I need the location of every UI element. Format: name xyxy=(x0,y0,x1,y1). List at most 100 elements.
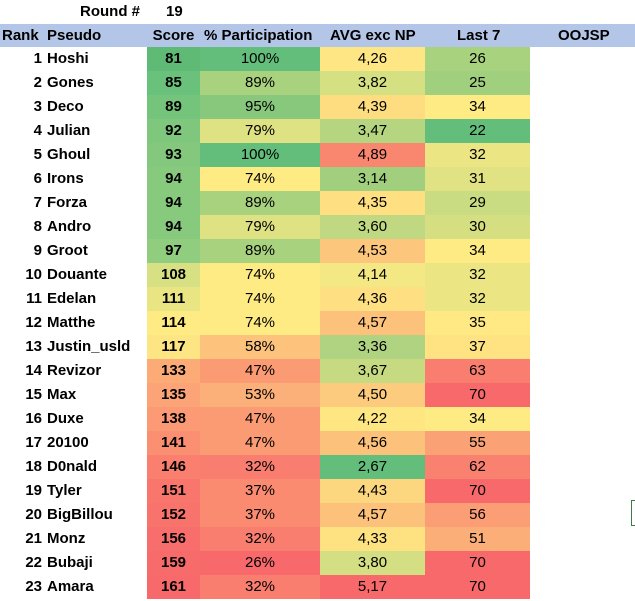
pseudo-cell[interactable]: Hoshi xyxy=(47,50,89,67)
participation-cell[interactable]: 100% xyxy=(200,47,320,71)
oojsp-cell[interactable] xyxy=(530,71,635,95)
avg-cell[interactable]: 4,22 xyxy=(320,407,425,431)
rank-cell[interactable]: 11 xyxy=(26,290,42,307)
pseudo-cell[interactable]: Justin_usld xyxy=(47,338,131,355)
last7-cell[interactable]: 29 xyxy=(425,191,530,215)
avg-cell[interactable]: 3,14 xyxy=(320,167,425,191)
rank-cell[interactable]: 23 xyxy=(25,578,42,595)
score-cell[interactable]: 114 xyxy=(147,311,200,335)
last7-cell[interactable]: 55 xyxy=(425,431,530,455)
avg-cell[interactable]: 4,14 xyxy=(320,263,425,287)
rank-cell[interactable]: 21 xyxy=(25,530,42,547)
pseudo-cell[interactable]: Julian xyxy=(47,122,91,139)
avg-cell[interactable]: 5,17 xyxy=(320,575,425,599)
avg-cell[interactable]: 2,67 xyxy=(320,455,425,479)
score-cell[interactable]: 159 xyxy=(147,551,200,575)
last7-cell[interactable]: 22 xyxy=(425,119,530,143)
participation-cell[interactable]: 74% xyxy=(200,287,320,311)
rank-cell[interactable]: 3 xyxy=(33,98,42,115)
last7-cell[interactable]: 32 xyxy=(425,263,530,287)
rank-cell[interactable]: 6 xyxy=(33,170,42,187)
oojsp-cell[interactable] xyxy=(530,239,635,263)
pseudo-cell[interactable]: Andro xyxy=(47,218,92,235)
avg-cell[interactable]: 4,33 xyxy=(320,527,425,551)
score-cell[interactable]: 133 xyxy=(147,359,200,383)
last7-cell[interactable]: 34 xyxy=(425,407,530,431)
avg-cell[interactable]: 3,80 xyxy=(320,551,425,575)
avg-cell[interactable]: 4,56 xyxy=(320,431,425,455)
last7-cell[interactable]: 34 xyxy=(425,239,530,263)
score-cell[interactable]: 138 xyxy=(147,407,200,431)
score-cell[interactable]: 135 xyxy=(147,383,200,407)
oojsp-cell[interactable] xyxy=(530,383,635,407)
rank-cell[interactable]: 18 xyxy=(25,458,42,475)
participation-cell[interactable]: 32% xyxy=(200,455,320,479)
last7-cell[interactable]: 34 xyxy=(425,95,530,119)
last7-cell[interactable]: 70 xyxy=(425,479,530,503)
participation-cell[interactable]: 100% xyxy=(200,143,320,167)
rank-cell[interactable]: 7 xyxy=(33,194,42,211)
participation-cell[interactable]: 89% xyxy=(200,71,320,95)
pseudo-cell[interactable]: Tyler xyxy=(47,482,82,499)
pseudo-cell[interactable]: Deco xyxy=(47,98,84,115)
participation-cell[interactable]: 89% xyxy=(200,191,320,215)
score-cell[interactable]: 93 xyxy=(147,143,200,167)
oojsp-cell[interactable] xyxy=(530,215,635,239)
avg-cell[interactable]: 3,36 xyxy=(320,335,425,359)
score-cell[interactable]: 81 xyxy=(147,47,200,71)
pseudo-cell[interactable]: Irons xyxy=(47,170,84,187)
avg-cell[interactable]: 4,57 xyxy=(320,503,425,527)
oojsp-cell[interactable] xyxy=(530,143,635,167)
rank-cell[interactable]: 20 xyxy=(25,506,42,523)
last7-cell[interactable]: 32 xyxy=(425,287,530,311)
oojsp-cell[interactable] xyxy=(530,191,635,215)
participation-cell[interactable]: 95% xyxy=(200,95,320,119)
last7-cell[interactable]: 70 xyxy=(425,575,530,599)
oojsp-cell[interactable] xyxy=(530,287,635,311)
pseudo-cell[interactable]: Forza xyxy=(47,194,88,211)
pseudo-cell[interactable]: D0nald xyxy=(47,458,98,475)
last7-cell[interactable]: 26 xyxy=(425,47,530,71)
score-cell[interactable]: 94 xyxy=(147,215,200,239)
participation-cell[interactable]: 32% xyxy=(200,527,320,551)
score-cell[interactable]: 94 xyxy=(147,167,200,191)
score-cell[interactable]: 108 xyxy=(147,263,200,287)
oojsp-cell[interactable] xyxy=(530,407,635,431)
participation-cell[interactable]: 37% xyxy=(200,503,320,527)
last7-cell[interactable]: 70 xyxy=(425,551,530,575)
pseudo-cell[interactable]: Amara xyxy=(47,578,94,595)
pseudo-cell[interactable]: Bubaji xyxy=(47,554,93,571)
participation-cell[interactable]: 89% xyxy=(200,239,320,263)
score-cell[interactable]: 117 xyxy=(147,335,200,359)
avg-cell[interactable]: 4,57 xyxy=(320,311,425,335)
pseudo-cell[interactable]: Gones xyxy=(47,74,94,91)
last7-cell[interactable]: 56 xyxy=(425,503,530,527)
oojsp-cell[interactable] xyxy=(530,47,635,71)
avg-cell[interactable]: 4,39 xyxy=(320,95,425,119)
pseudo-cell[interactable]: Max xyxy=(47,386,77,403)
oojsp-cell[interactable] xyxy=(530,455,635,479)
oojsp-cell[interactable] xyxy=(530,311,635,335)
rank-cell[interactable]: 22 xyxy=(25,554,42,571)
avg-cell[interactable]: 4,50 xyxy=(320,383,425,407)
avg-cell[interactable]: 4,89 xyxy=(320,143,425,167)
avg-cell[interactable]: 4,53 xyxy=(320,239,425,263)
oojsp-cell[interactable] xyxy=(530,95,635,119)
oojsp-cell[interactable] xyxy=(530,503,635,527)
avg-cell[interactable]: 3,67 xyxy=(320,359,425,383)
oojsp-cell[interactable] xyxy=(530,335,635,359)
oojsp-cell[interactable] xyxy=(530,359,635,383)
header-rank[interactable]: Rank xyxy=(2,27,39,44)
score-cell[interactable]: 151 xyxy=(147,479,200,503)
score-cell[interactable]: 156 xyxy=(147,527,200,551)
score-cell[interactable]: 89 xyxy=(147,95,200,119)
rank-cell[interactable]: 13 xyxy=(25,338,42,355)
rank-cell[interactable]: 16 xyxy=(25,410,42,427)
score-cell[interactable]: 161 xyxy=(147,575,200,599)
participation-cell[interactable]: 74% xyxy=(200,311,320,335)
rank-cell[interactable]: 8 xyxy=(33,218,42,235)
participation-cell[interactable]: 47% xyxy=(200,407,320,431)
avg-cell[interactable]: 4,43 xyxy=(320,479,425,503)
round-label[interactable]: Round # xyxy=(80,3,140,20)
oojsp-cell[interactable] xyxy=(530,431,635,455)
